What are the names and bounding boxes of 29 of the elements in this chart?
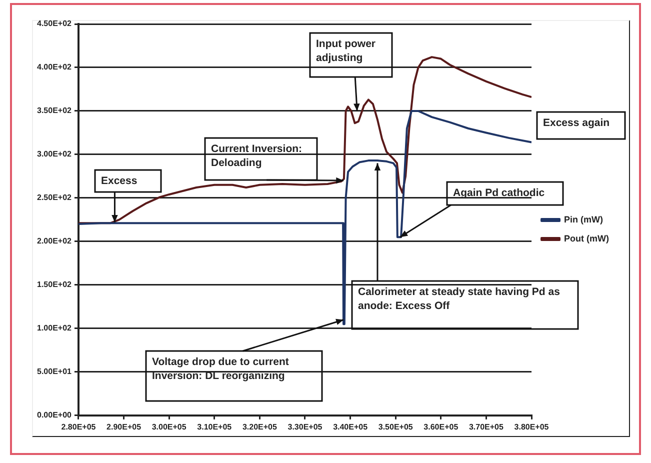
y-tick-label: 0.00E+00 — [36, 410, 72, 420]
legend-label: Pout (mW) — [564, 233, 610, 244]
y-tick-label: 1.50E+02 — [36, 280, 72, 290]
annotation: Input power adjusting — [316, 38, 376, 64]
x-tick-label: 3.80E+05 — [514, 422, 550, 432]
x-tick-label: 3.30E+05 — [288, 422, 323, 432]
text: Excess again — [543, 117, 610, 130]
x-tick-label: 3.10E+05 — [197, 422, 232, 432]
annotation: Again Pd cathodic — [453, 187, 545, 200]
x-tick-label: 3.50E+05 — [378, 422, 414, 432]
x-tick-label: 3.00E+05 — [152, 422, 187, 432]
y-tick-label: 2.00E+02 — [36, 236, 72, 246]
legend-label: Pin (mW) — [564, 214, 604, 224]
x-tick-label: 3.60E+05 — [424, 422, 459, 432]
y-tick-label: 1.00E+02 — [36, 324, 72, 333]
y-tick-label: 5.00E+01 — [36, 367, 72, 376]
x-tick-label: 3.20E+05 — [242, 422, 278, 432]
annotation: Current Inversion: Deloading — [211, 143, 302, 170]
y-tick-label: 4.00E+02 — [36, 62, 72, 72]
x-tick-label: 2.90E+05 — [106, 422, 142, 432]
y-tick-label: 3.50E+02 — [36, 106, 72, 116]
x-tick-label: 3.70E+05 — [468, 422, 504, 432]
y-tick-label: 2.50E+02 — [36, 193, 72, 202]
annotation: Calorimeter at steady state having Pd as anode: Excess Off — [358, 286, 560, 312]
y-tick-label: 4.50E+02 — [36, 19, 72, 28]
x-tick-label: 2.80E+05 — [61, 422, 96, 432]
x-tick-label: 3.40E+05 — [333, 422, 368, 432]
y-tick-label: 3.00E+02 — [36, 150, 72, 159]
annotation: Excess — [101, 175, 138, 188]
